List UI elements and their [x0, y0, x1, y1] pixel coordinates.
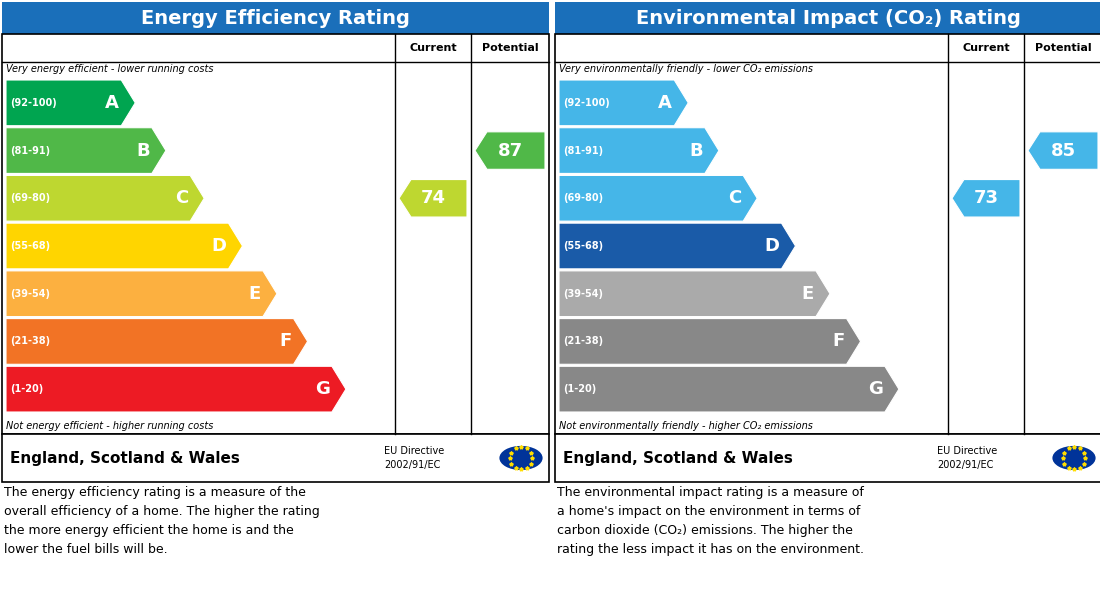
Text: F: F: [279, 333, 292, 351]
Bar: [2, 2, 549, 34]
Polygon shape: [6, 80, 135, 126]
Text: Energy Efficiency Rating: Energy Efficiency Rating: [141, 9, 410, 28]
Text: Potential: Potential: [1035, 43, 1091, 53]
Text: E: E: [802, 285, 814, 302]
Text: Potential: Potential: [482, 43, 538, 53]
Polygon shape: [6, 223, 242, 269]
Polygon shape: [559, 223, 795, 269]
Bar: [556, 434, 1100, 482]
Polygon shape: [6, 367, 345, 412]
Bar: [556, 2, 1100, 34]
Text: 85: 85: [1050, 142, 1076, 160]
Text: F: F: [833, 333, 845, 351]
Text: (92-100): (92-100): [563, 98, 609, 108]
Polygon shape: [6, 176, 205, 221]
Text: (69-80): (69-80): [10, 193, 51, 203]
Text: Not energy efficient - higher running costs: Not energy efficient - higher running co…: [6, 421, 213, 431]
Text: EU Directive
2002/91/EC: EU Directive 2002/91/EC: [384, 447, 444, 469]
Text: (21-38): (21-38): [563, 336, 603, 346]
Circle shape: [1053, 446, 1096, 470]
Text: 87: 87: [497, 142, 522, 160]
Bar: [2, 34, 549, 434]
Text: B: B: [136, 142, 150, 160]
Text: (21-38): (21-38): [10, 336, 51, 346]
Polygon shape: [6, 128, 166, 174]
Circle shape: [499, 446, 542, 470]
Text: (69-80): (69-80): [563, 193, 603, 203]
Polygon shape: [559, 367, 899, 412]
Text: Very environmentally friendly - lower CO₂ emissions: Very environmentally friendly - lower CO…: [559, 64, 813, 74]
Text: (39-54): (39-54): [10, 289, 49, 299]
Bar: [556, 34, 1100, 434]
Text: The environmental impact rating is a measure of
a home's impact on the environme: The environmental impact rating is a mea…: [557, 486, 864, 556]
Polygon shape: [559, 176, 757, 221]
Polygon shape: [559, 128, 719, 174]
Text: (39-54): (39-54): [563, 289, 603, 299]
Text: Very energy efficient - lower running costs: Very energy efficient - lower running co…: [6, 64, 213, 74]
Polygon shape: [1028, 132, 1098, 169]
Text: (1-20): (1-20): [10, 384, 43, 394]
Polygon shape: [6, 318, 308, 364]
Bar: [2, 434, 549, 482]
Text: C: C: [175, 189, 188, 208]
Text: A: A: [659, 94, 672, 112]
Text: (55-68): (55-68): [563, 241, 603, 251]
Text: G: G: [868, 380, 883, 398]
Text: Environmental Impact (CO₂) Rating: Environmental Impact (CO₂) Rating: [636, 9, 1021, 28]
Text: D: D: [211, 237, 227, 255]
Text: B: B: [690, 142, 703, 160]
Text: A: A: [106, 94, 119, 112]
Polygon shape: [475, 132, 544, 169]
Text: (81-91): (81-91): [563, 145, 603, 156]
Text: D: D: [764, 237, 780, 255]
Text: Not environmentally friendly - higher CO₂ emissions: Not environmentally friendly - higher CO…: [559, 421, 813, 431]
Polygon shape: [559, 318, 860, 364]
Text: 73: 73: [974, 189, 999, 208]
Text: The energy efficiency rating is a measure of the
overall efficiency of a home. T: The energy efficiency rating is a measur…: [4, 486, 320, 556]
Text: E: E: [249, 285, 261, 302]
Polygon shape: [559, 271, 830, 317]
Polygon shape: [559, 80, 689, 126]
Polygon shape: [952, 179, 1020, 217]
Text: Current: Current: [409, 43, 456, 53]
Text: 74: 74: [420, 189, 446, 208]
Text: (92-100): (92-100): [10, 98, 57, 108]
Polygon shape: [6, 271, 277, 317]
Text: G: G: [315, 380, 330, 398]
Text: EU Directive
2002/91/EC: EU Directive 2002/91/EC: [937, 447, 998, 469]
Text: England, Scotland & Wales: England, Scotland & Wales: [10, 450, 240, 466]
Text: (81-91): (81-91): [10, 145, 51, 156]
Text: (55-68): (55-68): [10, 241, 51, 251]
Text: England, Scotland & Wales: England, Scotland & Wales: [563, 450, 793, 466]
Text: (1-20): (1-20): [563, 384, 596, 394]
Text: Current: Current: [962, 43, 1010, 53]
Polygon shape: [399, 179, 468, 217]
Text: C: C: [728, 189, 741, 208]
